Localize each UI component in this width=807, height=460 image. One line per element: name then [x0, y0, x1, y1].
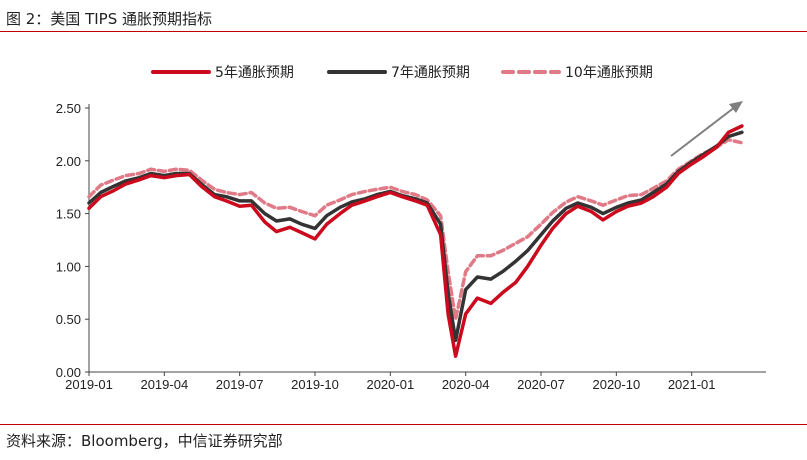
trend-arrow [670, 101, 743, 157]
y-tick: 2.00 [56, 154, 89, 169]
series-line-2 [87, 130, 744, 343]
x-tick-label: 2020-10 [592, 377, 640, 392]
legend: 5年通胀预期 7年通胀预期 10年通胀预期 [151, 65, 653, 81]
trend-arrow-head [729, 101, 743, 113]
y-tick: 1.00 [56, 259, 89, 274]
legend-label: 5年通胀预期 [215, 65, 294, 81]
x-tick-label: 2019-01 [65, 377, 113, 392]
y-tick-label: 2.00 [56, 154, 81, 169]
x-tick: 2021-01 [668, 372, 716, 392]
x-tick-label: 2019-10 [291, 377, 339, 392]
y-tick: 2.50 [56, 101, 89, 116]
x-tick-label: 2019-04 [140, 377, 188, 392]
x-tick-label: 2019-07 [216, 377, 264, 392]
legend-item-3: 10年通胀预期 [501, 65, 653, 81]
legend-label: 7年通胀预期 [391, 65, 470, 81]
x-tick: 2019-07 [216, 372, 264, 392]
source-note: 资料来源：Bloomberg，中信证券研究部 [6, 432, 283, 450]
x-tick: 2020-10 [592, 372, 640, 392]
x-tick-label: 2020-07 [517, 377, 565, 392]
y-tick-label: 2.50 [56, 101, 81, 116]
y-tick-label: 1.00 [56, 259, 81, 274]
figure-title: 图 2：美国 TIPS 通胀预期指标 [6, 10, 213, 28]
x-tick: 2019-04 [140, 372, 188, 392]
y-tick: 0.50 [56, 312, 89, 327]
line-chart: 0.00 0.50 1.00 1.50 2.00 2.50 2019-01 2019-04 20… [56, 65, 766, 392]
y-tick-label: 0.00 [56, 365, 81, 380]
axes: 0.00 0.50 1.00 1.50 2.00 2.50 2019-01 2019-04 20… [56, 101, 766, 392]
x-tick-label: 2021-01 [668, 377, 716, 392]
x-tick: 2019-01 [65, 372, 113, 392]
x-tick: 2020-01 [366, 372, 414, 392]
trend-arrow-shaft [670, 106, 736, 157]
top-rule [0, 31, 807, 32]
y-tick-label: 1.50 [56, 207, 81, 222]
x-tick: 2020-04 [442, 372, 490, 392]
bottom-rule [0, 424, 807, 425]
y-tick-label: 0.50 [56, 312, 81, 327]
x-tick-label: 2020-01 [366, 377, 414, 392]
x-tick-label: 2020-04 [442, 377, 490, 392]
x-tick: 2019-10 [291, 372, 339, 392]
series-line-3 [87, 137, 744, 321]
x-tick: 2020-07 [517, 372, 565, 392]
legend-item-2: 7年通胀预期 [327, 65, 470, 81]
y-tick: 0.00 [56, 365, 89, 380]
series-line-1 [87, 124, 744, 358]
legend-label: 10年通胀预期 [565, 65, 653, 81]
y-tick: 1.50 [56, 207, 89, 222]
legend-item-1: 5年通胀预期 [151, 65, 294, 81]
